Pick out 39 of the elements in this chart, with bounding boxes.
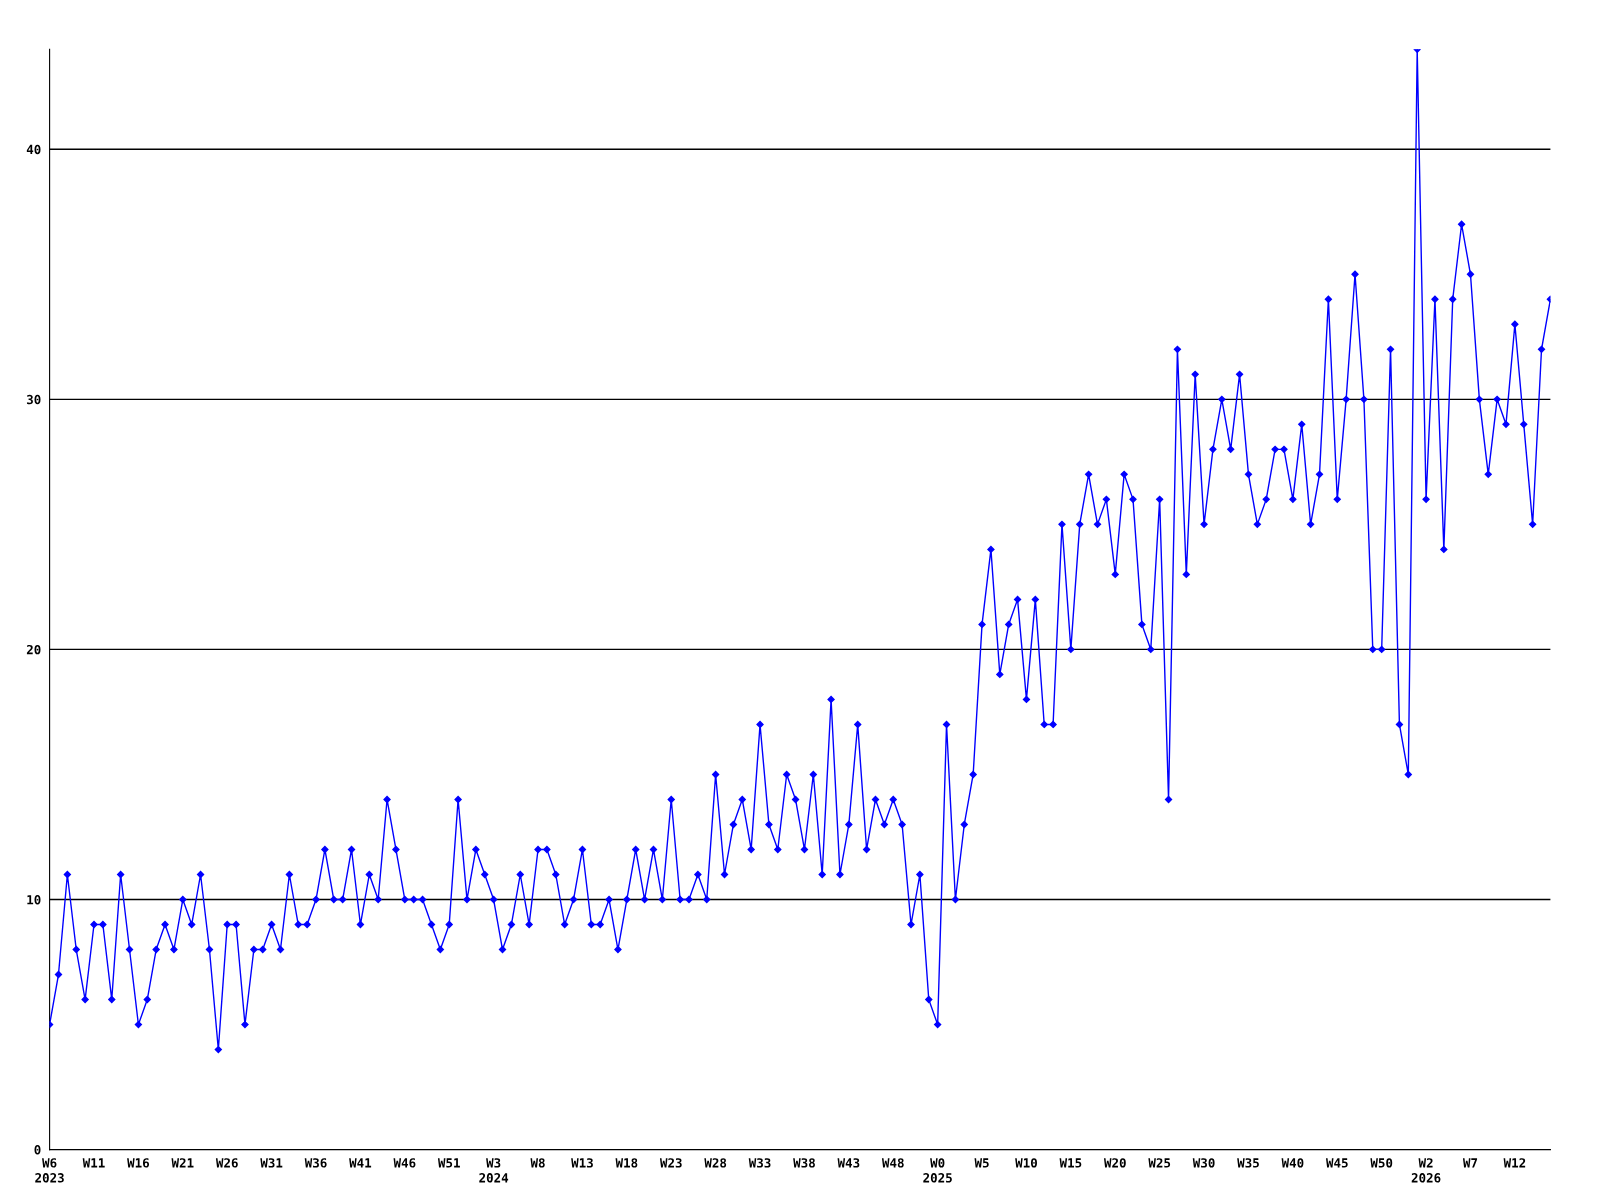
x-tick-label: W10 <box>1015 1158 1037 1168</box>
x-tick-label: W33 <box>748 1158 771 1168</box>
x-tick-label: W15 <box>1059 1158 1082 1168</box>
y-tick-label: 20 <box>26 644 41 655</box>
y-tick-label: 40 <box>26 144 41 155</box>
x-tick-label: W11 <box>82 1158 105 1168</box>
x-tick-label: W8 <box>530 1158 545 1168</box>
x-tick-label: W2 2026 <box>1411 1158 1441 1183</box>
y-tick-label: 30 <box>26 394 41 405</box>
x-tick-label: W26 <box>215 1158 238 1168</box>
x-tick-label: W7 <box>1462 1158 1478 1168</box>
x-tick-label: W23 <box>659 1158 682 1168</box>
x-tick-label: W16 <box>127 1158 150 1168</box>
x-tick-label: W30 <box>1192 1158 1215 1168</box>
x-tick-label: W25 <box>1148 1158 1171 1168</box>
x-tick-label: W12 <box>1503 1158 1526 1168</box>
x-tick-label: W36 <box>304 1158 327 1168</box>
x-tick-label: W21 <box>171 1158 194 1168</box>
x-tick-label: W3 2024 <box>479 1158 509 1183</box>
x-tick-label: W31 <box>260 1158 283 1168</box>
x-tick-label: W51 <box>437 1158 460 1168</box>
y-tick-label: 10 <box>27 894 41 905</box>
x-tick-label: W5 <box>974 1158 989 1168</box>
x-tick-label: W43 <box>837 1158 860 1168</box>
x-tick-label: W35 <box>1237 1158 1259 1168</box>
y-tick-label: 0 <box>34 1145 41 1155</box>
x-tick-label: W46 <box>393 1158 416 1168</box>
x-tick-label: W6 2023 <box>35 1158 64 1183</box>
x-tick-label: W41 <box>349 1158 372 1168</box>
x-tick-label: W48 <box>881 1158 904 1168</box>
x-tick-label: W38 <box>793 1158 815 1168</box>
x-tick-label: W20 <box>1103 1158 1126 1168</box>
x-tick-label: W18 <box>615 1158 638 1168</box>
x-tick-label: W45 <box>1325 1158 1348 1168</box>
x-tick-label: W28 <box>704 1158 727 1168</box>
x-tick-label: W40 <box>1281 1158 1304 1168</box>
x-tick-label: W13 <box>571 1158 593 1168</box>
x-tick-label: W0 2025 <box>923 1158 952 1183</box>
x-tick-label: W50 <box>1370 1158 1393 1168</box>
